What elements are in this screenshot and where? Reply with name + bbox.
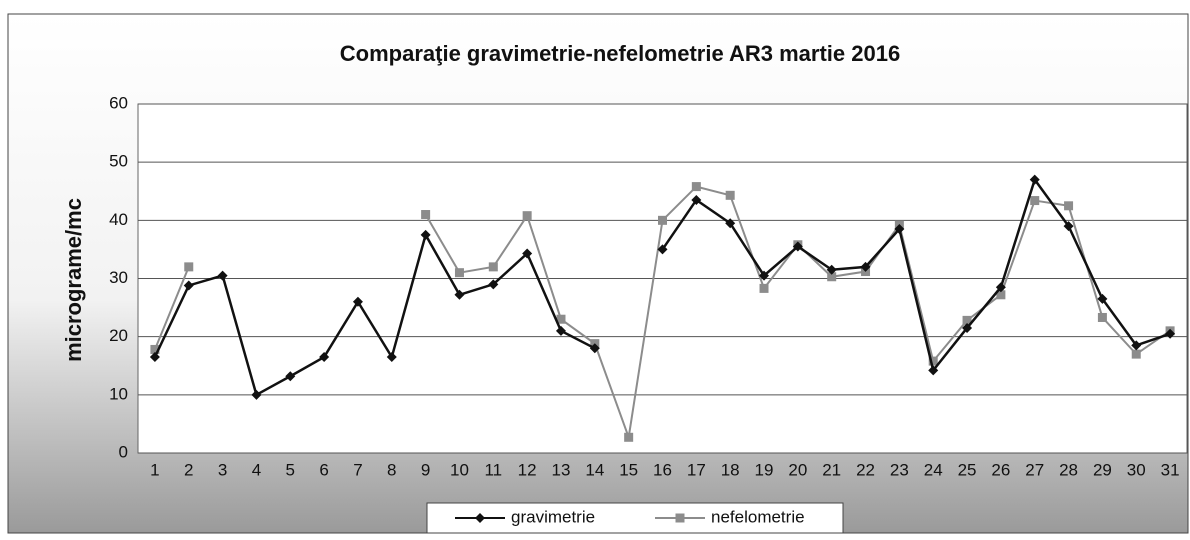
series-line [153,176,1171,397]
point [1097,312,1107,322]
x-tick-label: 28 [1059,460,1078,479]
y-tick-label: 60 [109,93,128,112]
point [488,279,499,290]
point [1029,174,1040,185]
point [150,344,160,354]
x-tick-label: 26 [991,460,1010,479]
chart-title: Comparaţie gravimetrie-nefelometrie AR3 … [340,41,900,66]
point [352,296,363,307]
x-tick-label: 27 [1025,460,1044,479]
x-tick-label: 3 [218,460,227,479]
point [420,229,431,240]
point [759,283,769,293]
point [691,182,701,192]
point [454,289,465,300]
point [928,356,938,366]
x-tick-label: 13 [552,460,571,479]
point [725,190,735,200]
x-tick-label: 9 [421,460,430,479]
x-tick-label: 25 [958,460,977,479]
y-axis-label: micrograme/mc [61,198,86,362]
y-tick-label: 10 [109,384,128,403]
y-tick-label: 30 [109,268,128,287]
x-tick-label: 2 [184,460,193,479]
point [285,371,296,382]
point [421,210,431,220]
point [996,290,1006,300]
x-tick-label: 20 [788,460,807,479]
y-tick-label: 40 [109,210,128,229]
x-tick-label: 22 [856,460,875,479]
point [658,215,667,225]
point [149,352,160,363]
legend-marker [675,513,685,523]
x-tick-label: 15 [619,460,638,479]
point [995,282,1006,293]
y-tick-label: 20 [109,326,128,345]
point [319,352,330,363]
x-tick-label: 18 [721,460,740,479]
point [1165,328,1176,339]
x-tick-label: 30 [1127,460,1146,479]
x-tick-label: 14 [585,460,604,479]
point [1097,293,1108,304]
x-tick-label: 21 [822,460,841,479]
legend-label: nefelometrie [711,507,805,526]
x-tick-label: 7 [353,460,362,479]
point [624,432,634,442]
point [1131,349,1141,359]
point [217,270,228,281]
point [657,244,668,255]
point [792,241,803,252]
x-tick-label: 6 [319,460,328,479]
point [1030,196,1040,206]
x-tick-label: 1 [150,460,159,479]
x-tick-label: 12 [518,460,537,479]
point [725,218,736,229]
point [691,194,702,205]
point [386,352,397,363]
point [826,264,837,275]
x-tick-label: 11 [484,460,502,479]
x-tick-label: 16 [653,460,672,479]
point [860,261,871,272]
point [184,262,194,272]
point [962,322,973,333]
point [589,343,600,354]
y-tick-label: 50 [109,152,128,171]
point [522,248,533,259]
point [928,365,939,376]
point [827,272,837,282]
point [556,314,566,324]
point [759,270,770,281]
x-tick-label: 19 [755,460,774,479]
point [183,280,194,291]
y-tick-label: 0 [119,442,128,461]
legend-label: gravimetrie [511,507,595,526]
x-tick-label: 8 [387,460,396,479]
x-tick-label: 24 [924,460,943,479]
x-tick-label: 17 [687,460,706,479]
point [894,224,905,235]
legend-marker [475,513,485,523]
point [522,211,532,221]
x-tick-label: 31 [1161,460,1180,479]
x-tick-label: 4 [252,460,261,479]
x-tick-label: 10 [450,460,469,479]
point [251,389,262,400]
point [1063,221,1074,232]
x-tick-label: 5 [286,460,295,479]
point [1131,340,1142,351]
point [1064,201,1074,211]
point [488,262,498,272]
point [454,268,464,278]
point [555,325,566,336]
x-tick-label: 29 [1093,460,1112,479]
point [962,315,972,325]
x-tick-label: 23 [890,460,909,479]
